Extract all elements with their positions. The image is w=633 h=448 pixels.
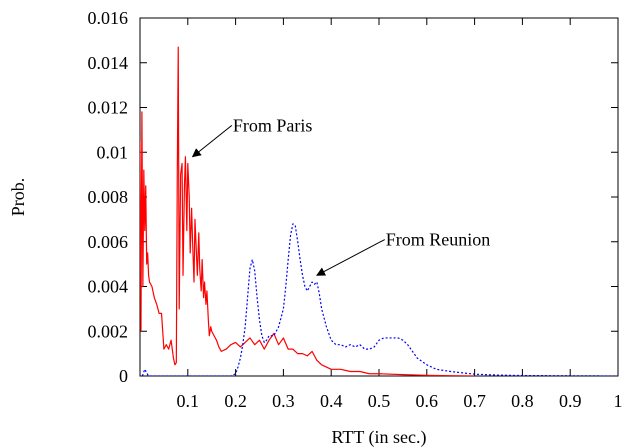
series-line-red	[140, 46, 475, 376]
x-tick-label: 0.1	[177, 391, 200, 411]
y-tick-label: 0.012	[88, 98, 129, 118]
y-tick-label: 0.006	[88, 232, 129, 252]
x-tick-label: 0.2	[224, 391, 247, 411]
annotation-arrow	[191, 125, 233, 158]
x-tick-label: 0.4	[320, 391, 343, 411]
annotation-label: From Paris	[233, 115, 313, 135]
x-tick-label: 1	[614, 391, 623, 411]
x-axis-label: RTT (in sec.)	[331, 427, 426, 448]
y-tick-label: 0.002	[88, 321, 129, 341]
y-tick-label: 0.008	[88, 187, 129, 207]
annotation-arrow	[316, 239, 386, 276]
series-line-blue-dotted	[141, 223, 618, 376]
y-axis-label: Prob.	[8, 178, 28, 217]
y-tick-label: 0.014	[88, 53, 129, 73]
x-tick-label: 0.7	[463, 391, 486, 411]
x-tick-label: 0.5	[368, 391, 391, 411]
annotation-label: From Reunion	[386, 230, 491, 250]
x-tick-label: 0.3	[272, 391, 295, 411]
x-tick-label: 0.9	[559, 391, 582, 411]
x-tick-label: 0.8	[511, 391, 534, 411]
plot-frame	[139, 17, 619, 377]
y-tick-label: 0.004	[88, 277, 129, 297]
plot-area: 0 0.002 0.004 0.006 0.008 0.01 0.012 0.014 0.016…	[88, 8, 623, 411]
x-tick-label: 0.6	[416, 391, 439, 411]
y-tick-label: 0.016	[88, 8, 129, 28]
y-tick-label: 0	[119, 366, 128, 386]
y-tick-label: 0.01	[97, 142, 129, 162]
